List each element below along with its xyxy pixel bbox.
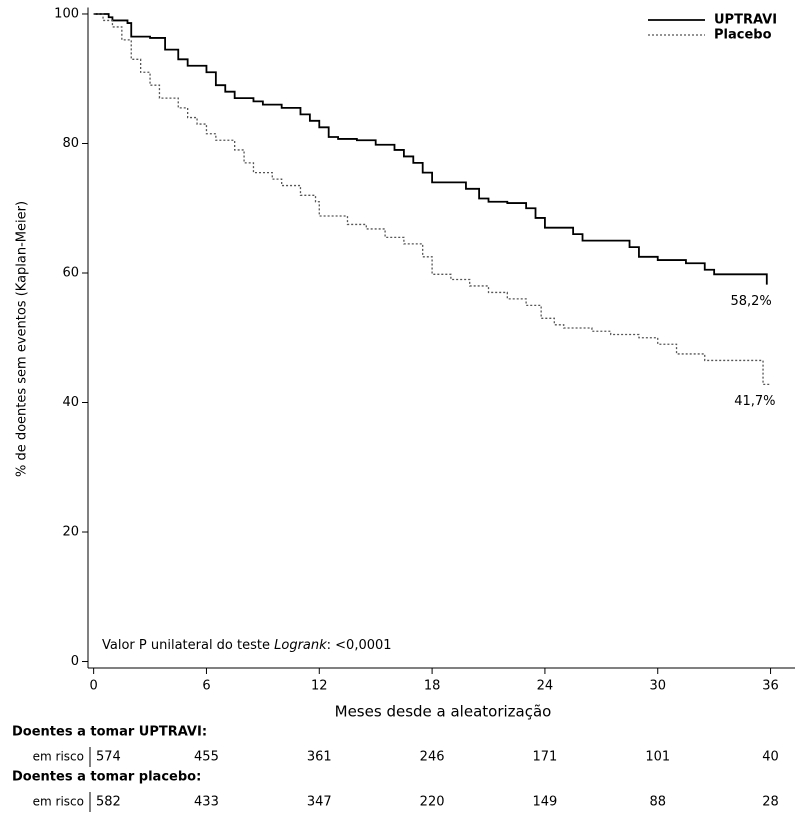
risk-group-title: Doentes a tomar UPTRAVI: [12,725,207,740]
risk-count: 582 [96,795,121,810]
x-tick-label: 0 [90,679,98,694]
x-tick-label: 24 [537,679,554,694]
risk-group-title: Doentes a tomar placebo: [12,770,201,785]
km-curve [93,13,768,285]
end-label: 41,7% [734,394,775,409]
risk-count: 347 [307,795,332,810]
x-tick-label: 12 [311,679,328,694]
x-tick-label: 18 [424,679,441,694]
annotation-part: : <0,0001 [327,638,392,653]
y-tick-label: 0 [71,654,79,669]
end-label: 58,2% [730,294,771,309]
risk-count: 574 [96,750,121,765]
annotation: Valor P unilateral do teste Logrank: <0,… [102,638,392,653]
y-tick-label: 80 [62,136,79,151]
legend-label: Placebo [714,28,772,43]
y-tick-label: 40 [62,395,79,410]
risk-count: 171 [533,750,558,765]
legend-label: UPTRAVI [714,13,777,28]
annotation-part: Valor P unilateral do teste [102,638,274,653]
x-tick-label: 6 [202,679,210,694]
y-tick-label: 20 [62,525,79,540]
risk-count: 220 [420,795,445,810]
risk-count: 433 [194,795,219,810]
risk-count: 455 [194,750,219,765]
risk-row-label: em risco [33,795,84,809]
x-tick-label: 36 [762,679,779,694]
km-curve [93,13,771,386]
risk-count: 246 [420,750,445,765]
y-tick-label: 100 [54,6,79,21]
x-axis-label: Meses desde a aleatorização [335,703,552,721]
risk-count: 149 [533,795,558,810]
risk-count: 88 [649,795,666,810]
y-axis-label: % de doentes sem eventos (Kaplan-Meier) [15,201,30,477]
y-tick-label: 60 [62,265,79,280]
risk-row-label: em risco [33,750,84,764]
x-tick-label: 30 [649,679,666,694]
risk-count: 40 [762,750,779,765]
risk-count: 361 [307,750,332,765]
annotation-part: Logrank [274,638,327,653]
risk-count: 28 [762,795,779,810]
risk-count: 101 [645,750,670,765]
